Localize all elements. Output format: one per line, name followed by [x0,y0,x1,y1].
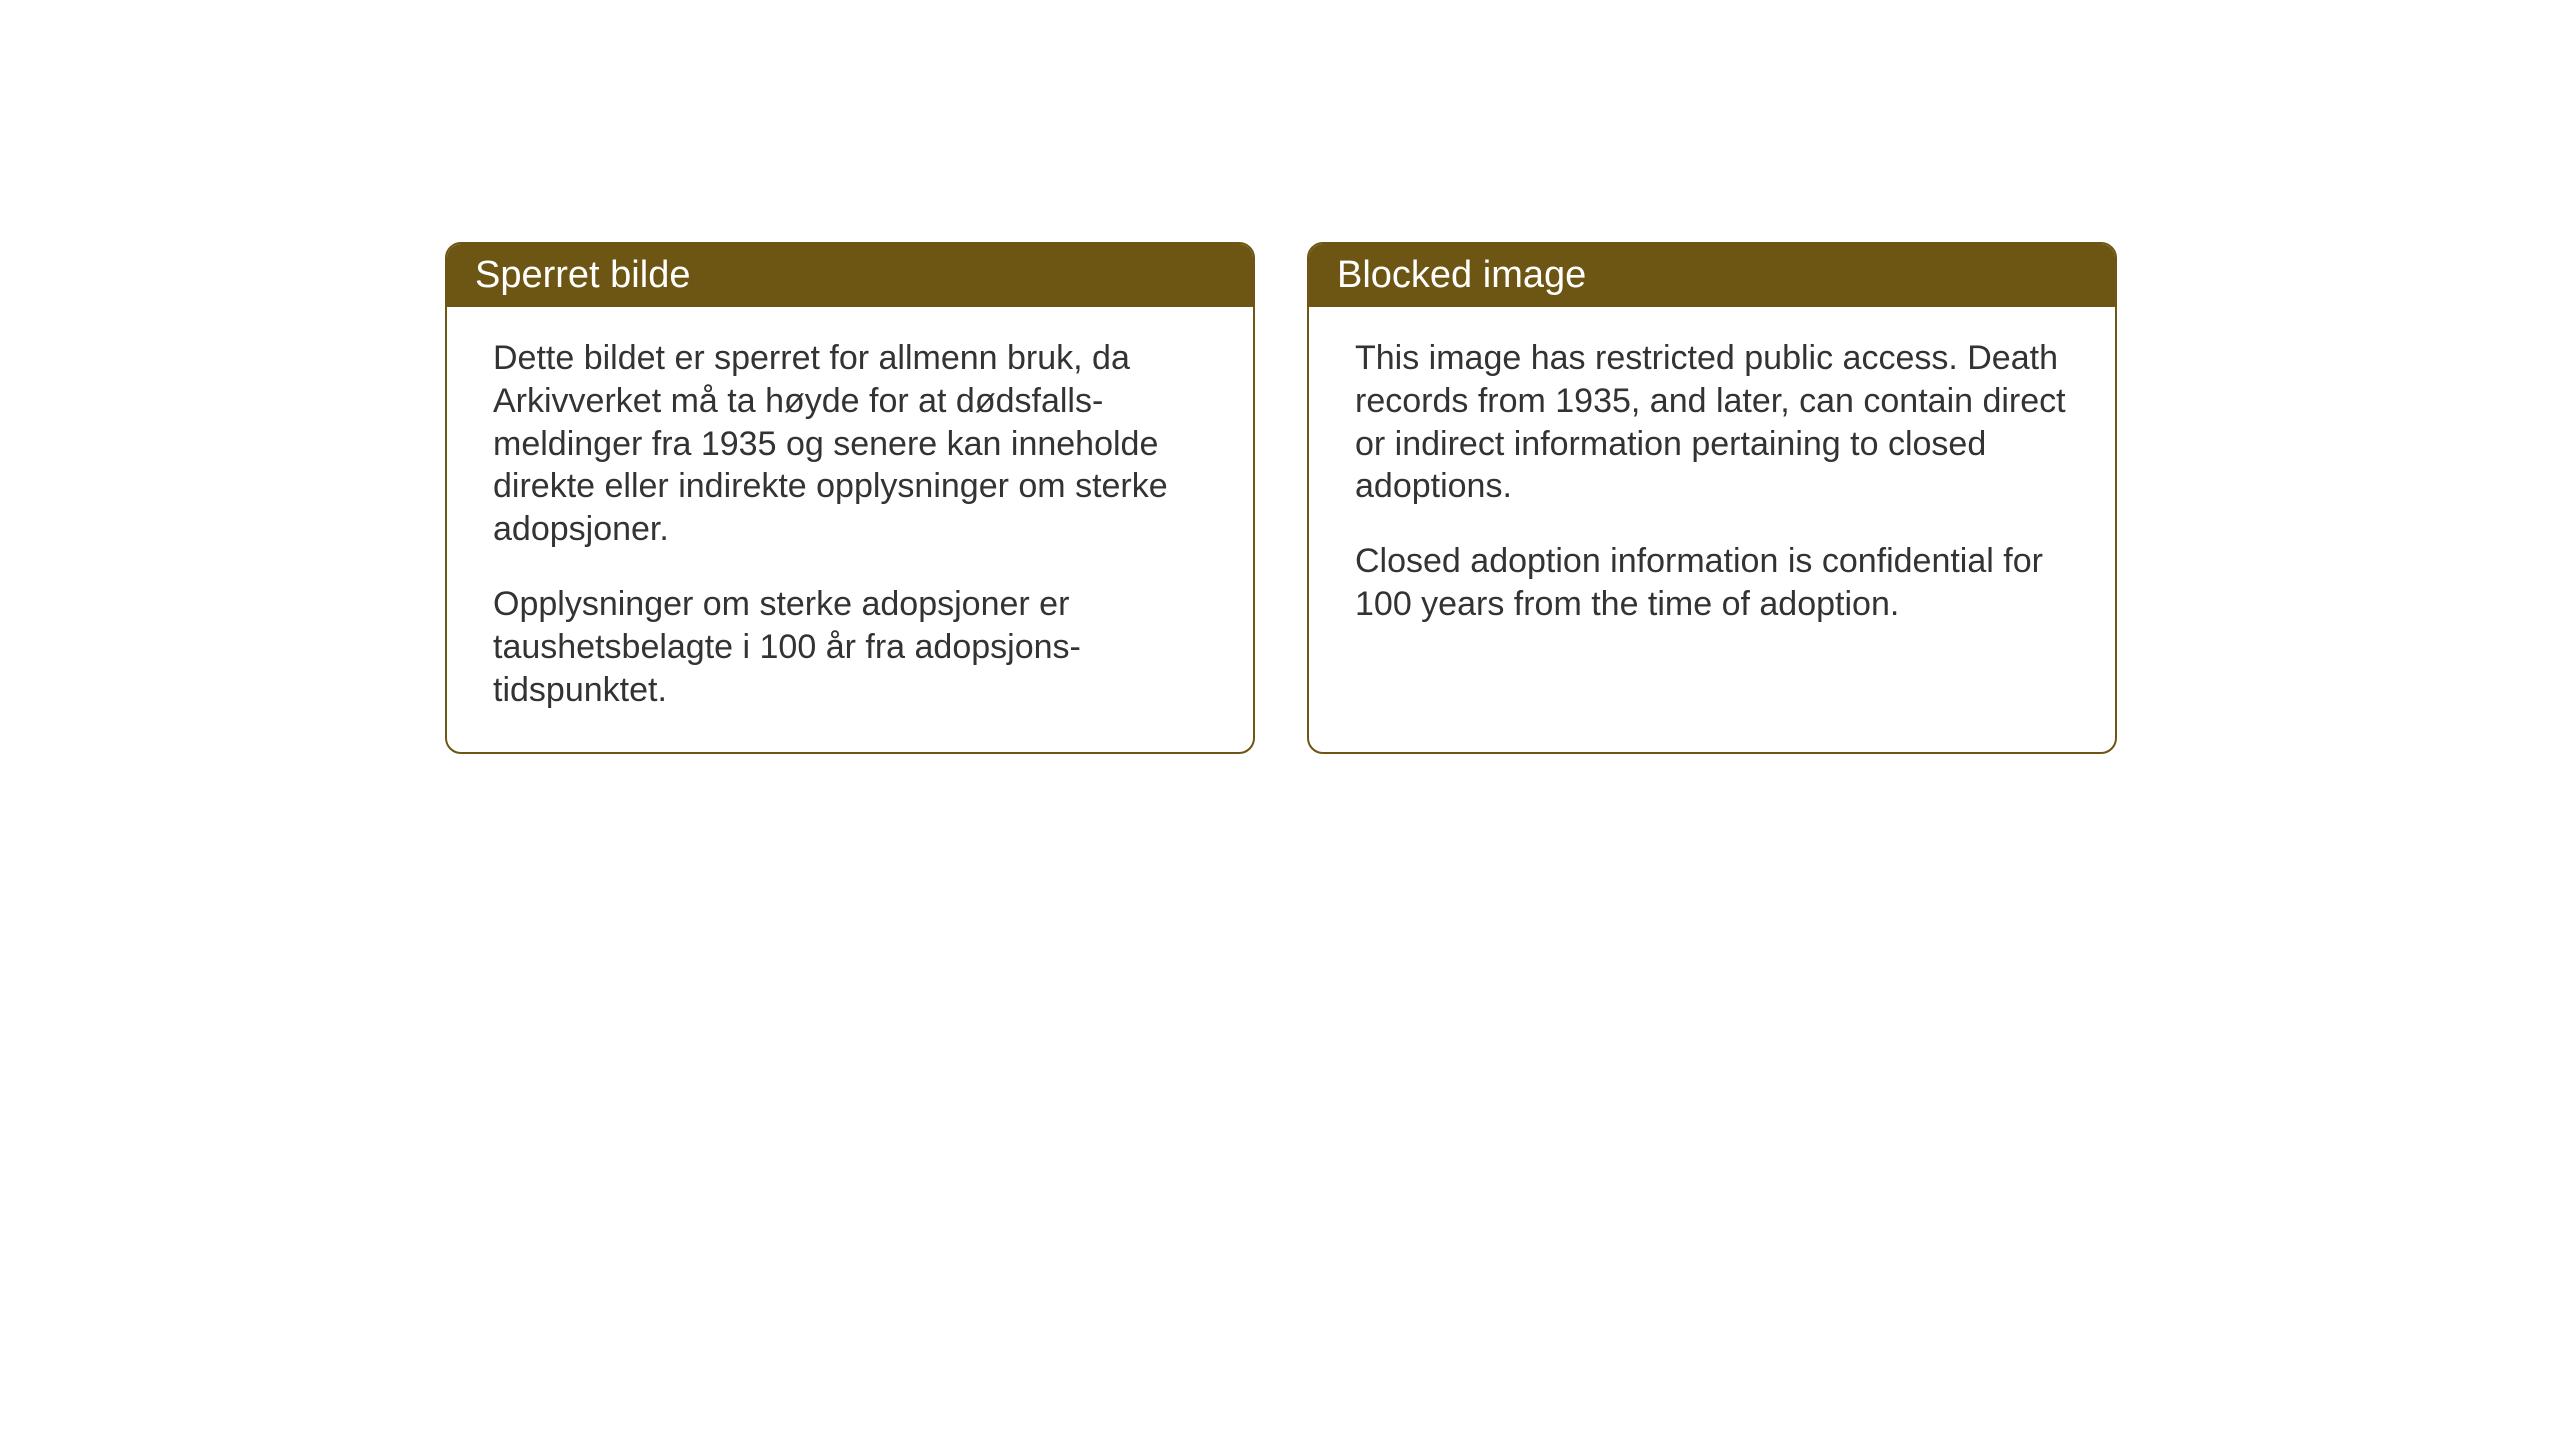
english-notice-card: Blocked image This image has restricted … [1307,242,2117,754]
norwegian-card-title: Sperret bilde [447,244,1253,307]
english-card-body: This image has restricted public access.… [1309,307,2115,666]
english-paragraph-2: Closed adoption information is confident… [1355,540,2069,626]
norwegian-paragraph-2: Opplysninger om sterke adopsjoner er tau… [493,583,1207,711]
notice-container: Sperret bilde Dette bildet er sperret fo… [0,0,2560,754]
english-paragraph-1: This image has restricted public access.… [1355,337,2069,508]
norwegian-card-body: Dette bildet er sperret for allmenn bruk… [447,307,1253,752]
norwegian-paragraph-1: Dette bildet er sperret for allmenn bruk… [493,337,1207,551]
norwegian-notice-card: Sperret bilde Dette bildet er sperret fo… [445,242,1255,754]
english-card-title: Blocked image [1309,244,2115,307]
